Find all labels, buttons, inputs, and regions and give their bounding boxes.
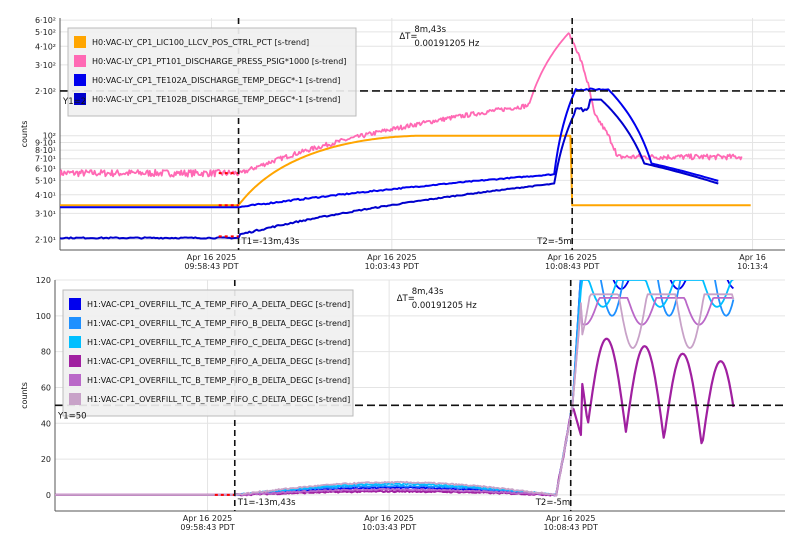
- x-tick-time: 10:13:4: [737, 262, 768, 271]
- y-tick-label: 4·10¹: [35, 191, 56, 200]
- legend-swatch: [74, 93, 86, 105]
- legend-entry: H1:VAC-CP1_OVERFILL_TC_B_TEMP_FIFO_C_DEL…: [87, 395, 350, 404]
- x-tick-time: 10:03:43 PDT: [362, 523, 416, 532]
- y-tick-label: 80: [41, 348, 51, 357]
- legend-entry: H0:VAC-LY_CP1_TE102A_DISCHARGE_TEMP_DEGC…: [92, 76, 340, 85]
- x-tick-date: Apr 16 2025: [183, 514, 232, 523]
- frequency-value: 0.00191205 Hz: [414, 39, 479, 49]
- legend-swatch: [69, 374, 81, 386]
- series-line-te102a: [60, 87, 719, 209]
- y-tick-label: 7·10¹: [35, 155, 56, 164]
- legend-swatch: [74, 74, 86, 86]
- y-tick-label: 120: [36, 276, 51, 285]
- legend-swatch: [69, 317, 81, 329]
- delta-t-value: 8m,43s: [414, 25, 446, 35]
- t2-label: T2=-5m: [535, 498, 570, 508]
- legend-swatch: [69, 355, 81, 367]
- y-tick-label: 3·10²: [35, 61, 56, 70]
- delta-t-value: 8m,43s: [412, 287, 444, 297]
- legend-entry: H1:VAC-CP1_OVERFILL_TC_A_TEMP_FIFO_C_DEL…: [87, 338, 350, 347]
- x-tick-date: Apr 16 2025: [546, 514, 595, 523]
- y1-label: Y1=2: [62, 97, 86, 107]
- legend-entry: H1:VAC-CP1_OVERFILL_TC_B_TEMP_FIFO_B_DEL…: [87, 376, 350, 385]
- legend-swatch: [74, 36, 86, 48]
- legend-box: [62, 289, 354, 417]
- x-tick-date: Apr 16 2025: [364, 514, 413, 523]
- y1-label: Y1=50: [57, 411, 87, 421]
- y-axis-label: counts: [20, 382, 29, 409]
- y-tick-label: 3·10¹: [35, 209, 56, 218]
- y-tick-label: 2·10¹: [35, 236, 56, 245]
- legend-swatch: [69, 393, 81, 405]
- y-tick-label: 20: [41, 455, 51, 464]
- y-tick-label: 10²: [43, 132, 56, 141]
- series-line-llcv-pos: [60, 134, 751, 207]
- legend-box: [67, 27, 357, 117]
- y-tick-label: 40: [41, 419, 51, 428]
- y-tick-label: 8·10¹: [35, 146, 56, 155]
- y-tick-label: 100: [36, 312, 51, 321]
- x-tick-date: Apr 16: [739, 253, 766, 262]
- x-tick-date: Apr 16 2025: [367, 253, 416, 262]
- y-tick-label: 9·10¹: [35, 138, 56, 147]
- legend-entry: H1:VAC-CP1_OVERFILL_TC_A_TEMP_FIFO_A_DEL…: [87, 300, 350, 309]
- legend-entry: H0:VAC-LY_CP1_LIC100_LLCV_POS_CTRL_PCT […: [92, 38, 309, 47]
- t2-label: T2=-5m: [536, 237, 571, 247]
- legend-entry: H0:VAC-LY_CP1_TE102B_DISCHARGE_TEMP_DEGC…: [92, 95, 340, 104]
- x-tick-time: 09:58:43 PDT: [184, 262, 238, 271]
- legend-swatch: [74, 55, 86, 67]
- y-tick-label: 6·10¹: [35, 165, 56, 174]
- y-tick-label: 2·10²: [35, 87, 56, 96]
- legend-swatch: [69, 298, 81, 310]
- x-tick-date: Apr 16 2025: [547, 253, 596, 262]
- legend-entry: H0:VAC-LY_CP1_PT101_DISCHARGE_PRESS_PSIG…: [92, 57, 346, 66]
- y-tick-label: 5·10¹: [35, 176, 56, 185]
- t1-label: T1=-13m,43s: [237, 498, 296, 508]
- x-tick-time: 09:58:43 PDT: [180, 523, 234, 532]
- series-group: [55, 280, 735, 497]
- t1-label: T1=-13m,43s: [241, 237, 300, 247]
- y-tick-label: 5·10²: [35, 28, 56, 37]
- x-tick-date: Apr 16 2025: [187, 253, 236, 262]
- x-tick-time: 10:08:43 PDT: [545, 262, 599, 271]
- frequency-value: 0.00191205 Hz: [412, 301, 477, 311]
- y-tick-label: 4·10²: [35, 42, 56, 51]
- series-line-discharge-press: [60, 32, 743, 178]
- top-trend-panel[interactable]: 2·10¹ 3·10¹ 4·10¹ 5·10¹ 6·10¹7·10¹8·10¹9·10¹…: [20, 16, 785, 271]
- legend-entry: H1:VAC-CP1_OVERFILL_TC_A_TEMP_FIFO_B_DEL…: [87, 319, 350, 328]
- delta-t-label: ΔT=: [397, 294, 415, 304]
- y-tick-label: 6·10²: [35, 16, 56, 25]
- legend-swatch: [69, 336, 81, 348]
- y-axis-label: counts: [20, 121, 29, 148]
- delta-t-label: ΔT=: [399, 32, 417, 42]
- legend-entry: H1:VAC-CP1_OVERFILL_TC_B_TEMP_FIFO_A_DEL…: [87, 357, 350, 366]
- x-tick-time: 10:08:43 PDT: [544, 523, 598, 532]
- series-group: [60, 32, 751, 240]
- y-tick-label: 60: [41, 383, 51, 392]
- x-tick-time: 10:03:43 PDT: [365, 262, 419, 271]
- series-line-5: [55, 293, 735, 497]
- y-tick-label: 0: [46, 491, 51, 500]
- series-line-te102b: [60, 98, 719, 240]
